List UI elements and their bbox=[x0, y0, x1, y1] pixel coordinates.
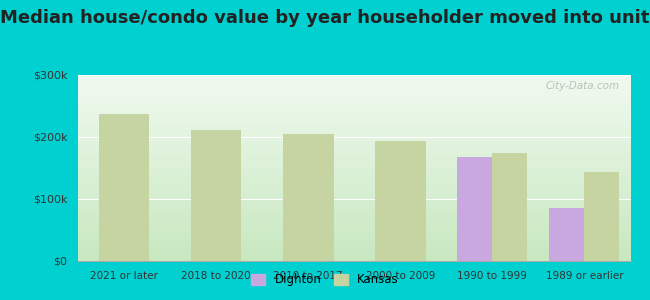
Bar bbox=[375, 141, 426, 261]
Bar bbox=[99, 114, 150, 261]
Bar bbox=[493, 152, 527, 261]
Bar bbox=[549, 208, 584, 261]
Bar bbox=[283, 134, 333, 261]
Legend: Dighton, Kansas: Dighton, Kansas bbox=[246, 269, 404, 291]
Text: Median house/condo value by year householder moved into unit: Median house/condo value by year househo… bbox=[0, 9, 650, 27]
Bar bbox=[191, 130, 241, 261]
Bar bbox=[458, 157, 493, 261]
Text: City-Data.com: City-Data.com bbox=[545, 81, 619, 91]
Bar bbox=[584, 172, 619, 261]
